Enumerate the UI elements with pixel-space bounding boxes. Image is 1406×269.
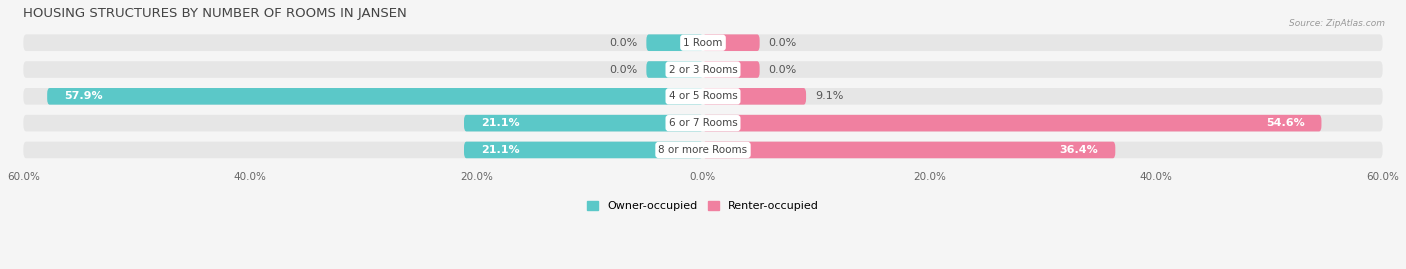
FancyBboxPatch shape [48,88,703,105]
Text: 0.0%: 0.0% [769,65,797,75]
FancyBboxPatch shape [703,88,806,105]
Text: 21.1%: 21.1% [481,118,520,128]
Text: 8 or more Rooms: 8 or more Rooms [658,145,748,155]
FancyBboxPatch shape [24,115,1382,132]
FancyBboxPatch shape [703,115,1322,132]
Text: 0.0%: 0.0% [609,38,637,48]
Text: 21.1%: 21.1% [481,145,520,155]
FancyBboxPatch shape [464,142,703,158]
Text: 6 or 7 Rooms: 6 or 7 Rooms [669,118,737,128]
FancyBboxPatch shape [647,34,703,51]
FancyBboxPatch shape [703,34,759,51]
Text: 36.4%: 36.4% [1060,145,1098,155]
Text: 54.6%: 54.6% [1265,118,1305,128]
Text: 9.1%: 9.1% [815,91,844,101]
Text: 2 or 3 Rooms: 2 or 3 Rooms [669,65,737,75]
Text: 4 or 5 Rooms: 4 or 5 Rooms [669,91,737,101]
Text: Source: ZipAtlas.com: Source: ZipAtlas.com [1289,19,1385,28]
Text: 57.9%: 57.9% [65,91,103,101]
Text: HOUSING STRUCTURES BY NUMBER OF ROOMS IN JANSEN: HOUSING STRUCTURES BY NUMBER OF ROOMS IN… [24,7,408,20]
FancyBboxPatch shape [24,88,1382,105]
FancyBboxPatch shape [24,61,1382,78]
Text: 1 Room: 1 Room [683,38,723,48]
FancyBboxPatch shape [24,34,1382,51]
Legend: Owner-occupied, Renter-occupied: Owner-occupied, Renter-occupied [582,197,824,216]
Text: 0.0%: 0.0% [609,65,637,75]
FancyBboxPatch shape [647,61,703,78]
FancyBboxPatch shape [703,142,1115,158]
FancyBboxPatch shape [464,115,703,132]
FancyBboxPatch shape [24,142,1382,158]
Text: 0.0%: 0.0% [769,38,797,48]
FancyBboxPatch shape [703,61,759,78]
